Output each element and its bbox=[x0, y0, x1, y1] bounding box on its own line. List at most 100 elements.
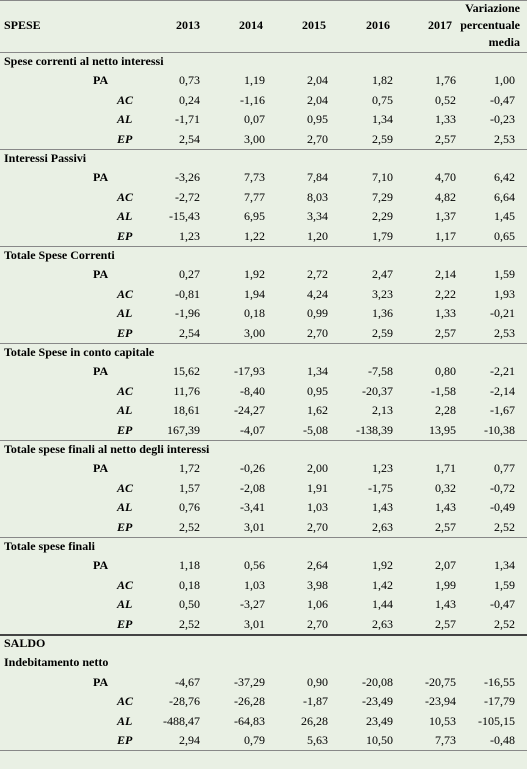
row-label: PA bbox=[93, 674, 109, 689]
cell-value: 1,22 bbox=[244, 228, 265, 243]
row-label: AC bbox=[117, 383, 134, 398]
cell-value: 3,34 bbox=[307, 209, 328, 224]
row-label: EP bbox=[117, 733, 133, 747]
cell-value: 2,04 bbox=[307, 73, 328, 88]
cell-value: 1,34 bbox=[307, 364, 328, 379]
row-label: EP bbox=[117, 228, 133, 243]
cell-value: 3,01 bbox=[244, 616, 265, 631]
cell-value: 2,63 bbox=[372, 616, 393, 631]
row-label: PA bbox=[93, 364, 109, 379]
cell-value: -1,16 bbox=[240, 92, 265, 107]
cell-value: 7,84 bbox=[307, 170, 328, 185]
cell-value: 1,59 bbox=[494, 577, 515, 592]
cell-value: 1,99 bbox=[435, 577, 456, 592]
cell-value: 2,57 bbox=[435, 131, 456, 146]
row-label: AC bbox=[117, 286, 134, 301]
cell-value: 3,00 bbox=[244, 131, 265, 146]
section-rule bbox=[0, 246, 527, 247]
cell-value: -16,55 bbox=[484, 674, 515, 689]
section-title: Indebitamento netto bbox=[4, 655, 109, 670]
cell-value: 0,90 bbox=[307, 674, 328, 689]
cell-value: 0,50 bbox=[179, 597, 200, 612]
row-label: EP bbox=[117, 616, 133, 631]
cell-value: 2,13 bbox=[372, 403, 393, 418]
cell-value: -1,58 bbox=[431, 383, 456, 398]
cell-value: 2,70 bbox=[307, 519, 328, 534]
row-label: AL bbox=[117, 597, 133, 612]
cell-value: 7,73 bbox=[435, 733, 456, 747]
cell-value: -1,71 bbox=[175, 112, 200, 127]
cell-value: 0,77 bbox=[494, 461, 515, 476]
cell-value: -0,21 bbox=[490, 306, 515, 321]
cell-value: -2,08 bbox=[240, 480, 265, 495]
cell-value: 1,59 bbox=[494, 267, 515, 282]
cell-value: 2,52 bbox=[179, 616, 200, 631]
cell-value: 4,24 bbox=[307, 286, 328, 301]
cell-value: 1,23 bbox=[179, 228, 200, 243]
cell-value: 1,34 bbox=[372, 112, 393, 127]
cell-value: 1,43 bbox=[435, 597, 456, 612]
cell-value: -8,40 bbox=[240, 383, 265, 398]
cell-value: 1,00 bbox=[494, 73, 515, 88]
cell-value: -15,43 bbox=[169, 209, 200, 224]
header-rule bbox=[0, 52, 527, 53]
cell-value: -20,37 bbox=[362, 383, 393, 398]
cell-value: 1,92 bbox=[372, 558, 393, 573]
cell-value: 1,36 bbox=[372, 306, 393, 321]
cell-value: 2,63 bbox=[372, 519, 393, 534]
cell-value: 1,45 bbox=[494, 209, 515, 224]
cell-value: -1,96 bbox=[175, 306, 200, 321]
cell-value: -488,47 bbox=[163, 713, 200, 728]
cell-value: 1,34 bbox=[494, 558, 515, 573]
cell-value: 2,57 bbox=[435, 325, 456, 340]
row-label: PA bbox=[93, 73, 109, 88]
cell-value: 1,06 bbox=[307, 597, 328, 612]
cell-value: 7,10 bbox=[372, 170, 393, 185]
cell-value: 1,03 bbox=[307, 500, 328, 515]
cell-value: 2,29 bbox=[372, 209, 393, 224]
bottom-rule bbox=[0, 750, 527, 752]
row-label: AC bbox=[117, 694, 134, 709]
cell-value: -24,27 bbox=[234, 403, 265, 418]
year-header: 2013 bbox=[176, 18, 200, 32]
cell-value: -0,26 bbox=[240, 461, 265, 476]
section-title: Totale spese finali bbox=[4, 539, 95, 553]
cell-value: 2,07 bbox=[435, 558, 456, 573]
cell-value: 2,57 bbox=[435, 519, 456, 534]
row-label: PA bbox=[93, 170, 109, 185]
row-label: EP bbox=[117, 131, 133, 146]
row-label: AL bbox=[117, 306, 133, 321]
section-title: Totale Spese in conto capitale bbox=[4, 345, 155, 359]
row-label: PA bbox=[93, 461, 109, 476]
cell-value: 15,62 bbox=[173, 364, 200, 379]
cell-value: 2,04 bbox=[307, 92, 328, 107]
cell-value: 1,19 bbox=[244, 73, 265, 88]
cell-value: 1,57 bbox=[179, 480, 200, 495]
cell-value: -7,58 bbox=[368, 364, 393, 379]
row-label: EP bbox=[117, 519, 133, 534]
row-label: AL bbox=[117, 713, 133, 728]
cell-value: 1,82 bbox=[372, 73, 393, 88]
cell-value: 7,29 bbox=[372, 189, 393, 204]
cell-value: -1,67 bbox=[490, 403, 515, 418]
cell-value: 10,53 bbox=[429, 713, 456, 728]
cell-value: 0,27 bbox=[179, 267, 200, 282]
cell-value: 2,59 bbox=[372, 325, 393, 340]
cell-value: 5,63 bbox=[307, 733, 328, 747]
cell-value: 1,43 bbox=[435, 500, 456, 515]
cell-value: 2,14 bbox=[435, 267, 456, 282]
cell-value: 2,53 bbox=[494, 131, 515, 146]
cell-value: -0,23 bbox=[490, 112, 515, 127]
cell-value: 0,95 bbox=[307, 383, 328, 398]
cell-value: 0,73 bbox=[179, 73, 200, 88]
cell-value: 0,75 bbox=[372, 92, 393, 107]
cell-value: 1,44 bbox=[372, 597, 393, 612]
cell-value: 2,57 bbox=[435, 616, 456, 631]
cell-value: -2,21 bbox=[490, 364, 515, 379]
row-label: PA bbox=[93, 558, 109, 573]
cell-value: 0,56 bbox=[244, 558, 265, 573]
cell-value: 1,43 bbox=[372, 500, 393, 515]
cell-value: 0,32 bbox=[435, 480, 456, 495]
section-rule bbox=[0, 149, 527, 150]
